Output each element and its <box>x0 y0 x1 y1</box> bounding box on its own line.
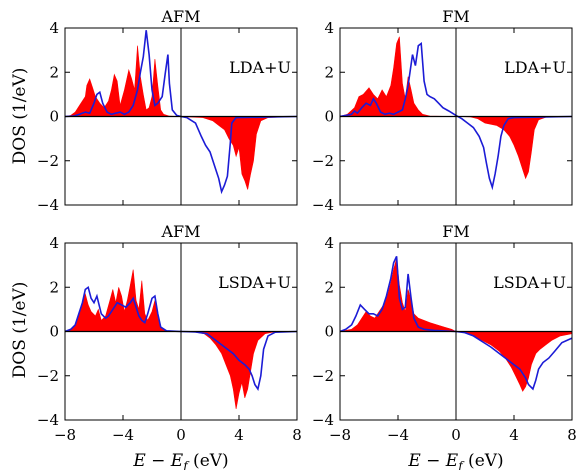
ylabel-top: DOS (1/eV) <box>10 68 30 165</box>
x-tick-label: 0 <box>176 426 186 444</box>
x-tick-label: 4 <box>509 426 519 444</box>
ylabel-bottom: DOS (1/eV) <box>10 282 30 379</box>
panel-title: AFM <box>160 7 200 26</box>
y-tick-label: 2 <box>49 63 59 81</box>
panel-title: AFM <box>160 222 200 241</box>
y-tick-label: 2 <box>324 278 334 296</box>
x-tick-label: −8 <box>54 426 76 444</box>
x-tick-label: 8 <box>292 426 302 444</box>
y-tick-label: 0 <box>324 108 334 126</box>
plot-area <box>65 30 297 195</box>
y-tick-label: −2 <box>37 152 59 170</box>
panel-title: FM <box>442 222 469 241</box>
x-tick-label: −4 <box>387 426 409 444</box>
series-filled-dos <box>340 36 572 180</box>
y-tick-label: 0 <box>49 108 59 126</box>
y-tick-label: −4 <box>37 196 59 214</box>
xlabel-left: E − Ef (eV) <box>132 451 228 470</box>
y-tick-label: 4 <box>49 234 59 252</box>
y-tick-label: −2 <box>312 367 334 385</box>
y-tick-label: −4 <box>37 411 59 429</box>
y-tick-label: 2 <box>49 278 59 296</box>
series-line-dos <box>65 30 297 195</box>
y-tick-label: −2 <box>312 152 334 170</box>
panel-1: 4 2 0 −2 −4 AFM LDA+U <box>37 7 298 214</box>
y-tick-label: −2 <box>37 367 59 385</box>
panel-2: 4 2 0 −2 −4 FM LDA+U <box>312 7 573 214</box>
y-tick-label: 0 <box>324 323 334 341</box>
y-tick-label: 0 <box>49 323 59 341</box>
xlabel-right: E − Ef (eV) <box>407 451 503 470</box>
y-tick-label: 4 <box>324 19 334 37</box>
x-tick-label: −8 <box>329 426 351 444</box>
y-tick-label: −4 <box>312 411 334 429</box>
series-filled-dos <box>340 258 572 392</box>
method-label: LDA+U <box>504 58 566 77</box>
series-line-dos <box>340 255 572 391</box>
y-tick-label: 2 <box>324 63 334 81</box>
method-label: LSDA+U <box>493 273 566 292</box>
series-line-dos <box>340 41 572 191</box>
method-label: LDA+U <box>229 58 291 77</box>
x-tick-label: 8 <box>567 426 577 444</box>
y-tick-label: −4 <box>312 196 334 214</box>
x-tick-label: 4 <box>234 426 244 444</box>
y-tick-label: 4 <box>324 234 334 252</box>
x-tick-label: 0 <box>451 426 461 444</box>
panel-title: FM <box>442 7 469 26</box>
y-tick-label: 4 <box>49 19 59 37</box>
method-label: LSDA+U <box>218 273 291 292</box>
x-tick-label: −4 <box>112 426 134 444</box>
series-filled-dos <box>65 269 297 409</box>
series-line-dos <box>65 285 297 391</box>
